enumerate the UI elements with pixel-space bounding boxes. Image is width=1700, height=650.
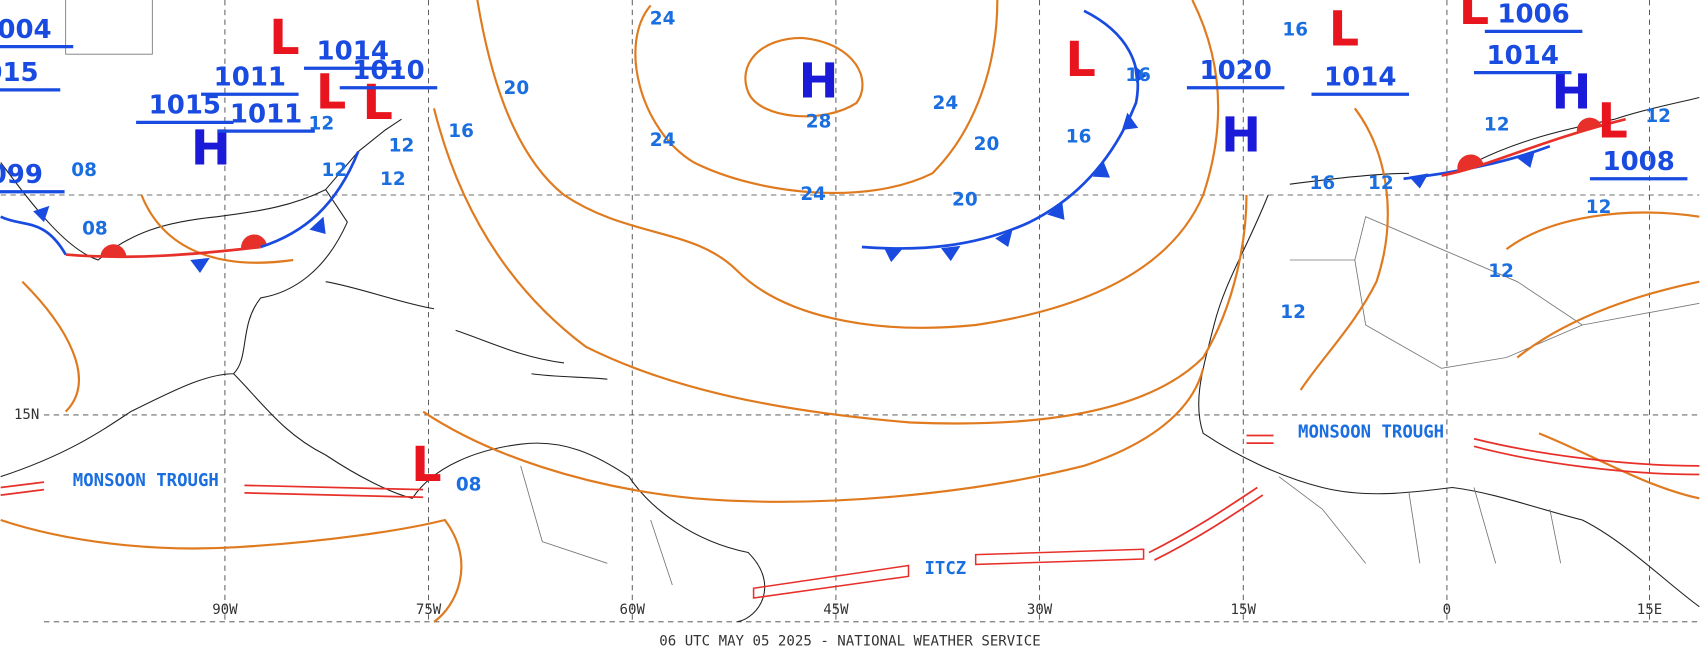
longitude-label: 75W (416, 602, 442, 618)
high-center: H (1221, 109, 1261, 164)
footer: 06 UTC MAY 05 2025 - NATIONAL WEATHER SE… (659, 633, 1040, 649)
longitude-label: 60W (620, 602, 646, 618)
isobar-label: 24 (933, 93, 959, 114)
pressure-value: 1008 (1602, 147, 1674, 177)
feature-label: MONSOON TROUGH (1298, 422, 1444, 442)
pressure-value: 1011 (230, 99, 302, 129)
borders (65, 0, 1700, 586)
fronts (0, 9, 1626, 273)
isobars (0, 0, 1700, 623)
low-center: L (362, 76, 392, 131)
isobar-label: 16 (1125, 65, 1151, 86)
longitude-label: 90W (212, 602, 238, 618)
feature-label: ITCZ (924, 559, 966, 579)
isobar-label: 12 (1488, 261, 1514, 282)
isobar-label: 24 (800, 184, 826, 205)
isobar-label: 20 (974, 134, 1000, 155)
isobar-label: 12 (389, 135, 415, 156)
isobar-label: 28 (806, 111, 832, 132)
pressure-value: 1006 (1497, 0, 1569, 30)
isobar-label: 24 (650, 8, 676, 29)
pressure-value: 1014 (317, 37, 389, 67)
longitude-label: 15E (1637, 602, 1662, 618)
longitude-label: 0 (1443, 602, 1451, 618)
pressure-value: 1010 (352, 56, 424, 86)
pressure-value: 1014 (1324, 62, 1396, 92)
low-center: L (1459, 0, 1489, 36)
low-center: L (1597, 95, 1627, 150)
isobar-label: 12 (322, 160, 348, 181)
pressure-value: 1014 (1487, 41, 1559, 71)
low-center: L (411, 438, 441, 493)
longitude-label: 30W (1027, 602, 1053, 618)
graticule (0, 0, 1700, 623)
isobar-label: 20 (952, 189, 978, 210)
feature-label: MONSOON TROUGH (73, 471, 219, 491)
isobar-label: 16 (1066, 127, 1092, 148)
isobar-label: 20 (504, 78, 530, 99)
isobar-label: 16 (1282, 19, 1308, 40)
high-center: H (1552, 65, 1592, 120)
longitude-label: 15W (1231, 602, 1257, 618)
pressure-value: 004 (0, 15, 52, 45)
isobar-label: 12 (1484, 115, 1510, 136)
high-center: H (799, 54, 839, 109)
pressure-value: 099 (0, 160, 43, 190)
pressure-value: 1020 (1199, 56, 1271, 86)
low-center: L (269, 11, 299, 66)
low-center: L (316, 65, 346, 120)
isobar-label: 12 (309, 114, 335, 135)
isobar-label: 12 (1645, 106, 1671, 127)
isobar-label: 12 (1280, 302, 1306, 323)
longitude-label: 45W (823, 602, 849, 618)
pressure-value: 1011 (214, 62, 286, 92)
troughs (0, 434, 1700, 599)
low-center: L (1066, 33, 1096, 88)
pressure-value: 015 (0, 58, 39, 88)
isobar-label: 12 (380, 169, 406, 190)
isobar-label: 12 (1368, 173, 1394, 194)
isobar-label: 08 (71, 160, 97, 181)
pressure-value: 1015 (149, 91, 221, 121)
isobar-label: 08 (456, 474, 482, 495)
isobar-label: 08 (82, 219, 108, 240)
latitude-label: 15N (14, 407, 39, 423)
low-center: L (1329, 2, 1359, 57)
isobar-label: 24 (650, 130, 676, 151)
isobar-label: 16 (1310, 173, 1336, 194)
isobar-label: 12 (1586, 197, 1612, 218)
isobar-label: 16 (448, 121, 474, 142)
